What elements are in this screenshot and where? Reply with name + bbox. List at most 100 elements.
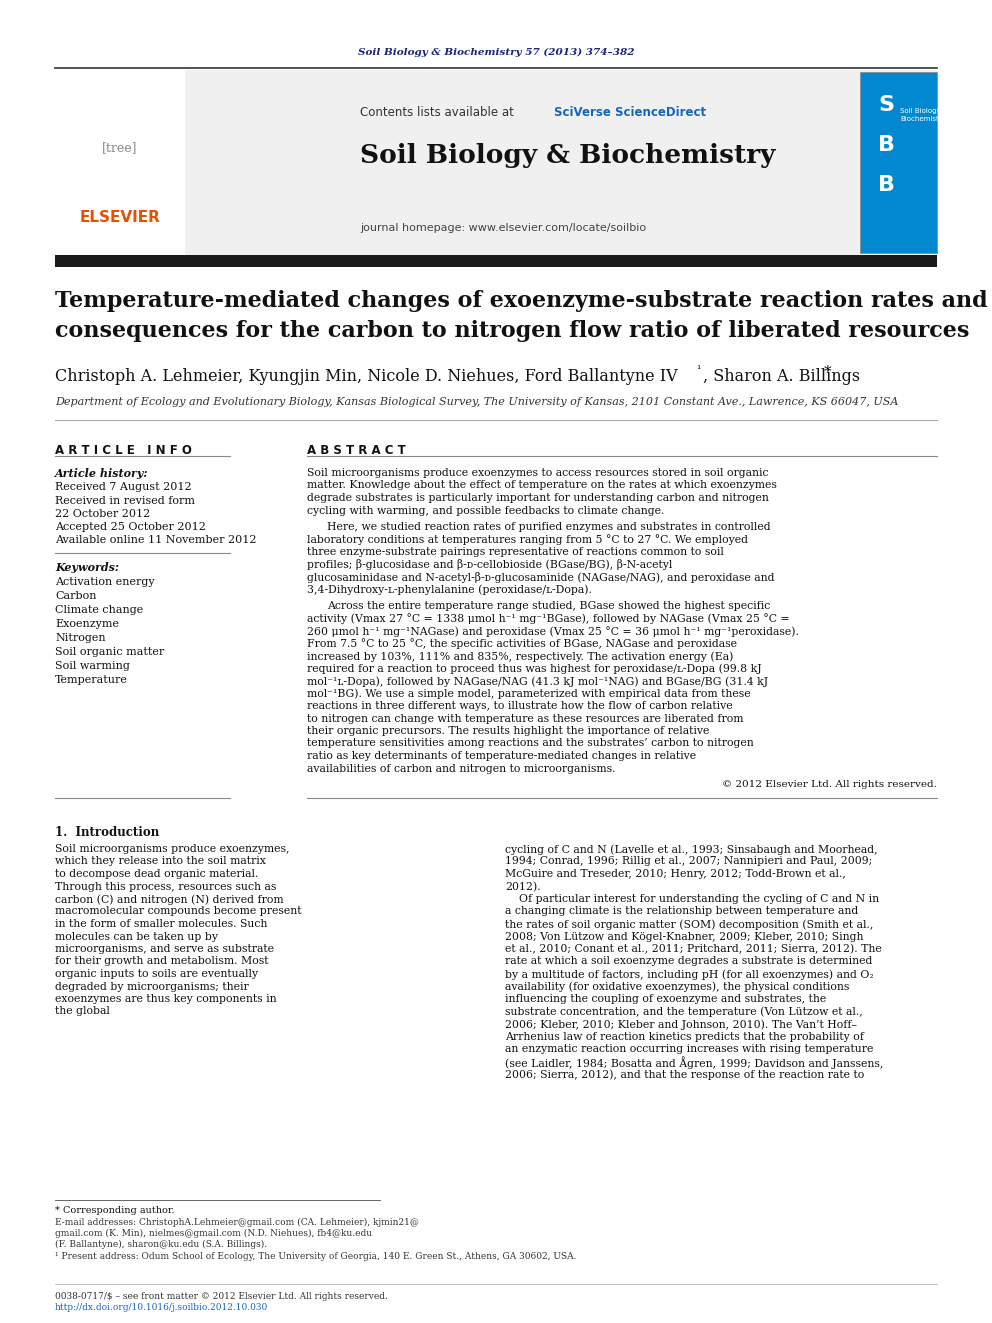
Text: Temperature: Temperature [55, 675, 128, 685]
Text: Temperature-mediated changes of exoenzyme-substrate reaction rates and their: Temperature-mediated changes of exoenzym… [55, 290, 992, 312]
Text: 0038-0717/$ – see front matter © 2012 Elsevier Ltd. All rights reserved.: 0038-0717/$ – see front matter © 2012 El… [55, 1293, 388, 1301]
Text: Article history:: Article history: [55, 468, 149, 479]
Text: B: B [878, 135, 895, 155]
Text: the rates of soil organic matter (SOM) decomposition (Smith et al.,: the rates of soil organic matter (SOM) d… [505, 919, 873, 930]
Text: rate at which a soil exoenzyme degrades a substrate is determined: rate at which a soil exoenzyme degrades … [505, 957, 872, 967]
Text: substrate concentration, and the temperature (Von Lützow et al.,: substrate concentration, and the tempera… [505, 1007, 863, 1017]
Text: Exoenzyme: Exoenzyme [55, 619, 119, 628]
Text: ¹ Present address: Odum School of Ecology, The University of Georgia, 140 E. Gre: ¹ Present address: Odum School of Ecolog… [55, 1252, 576, 1261]
Text: by a multitude of factors, including pH (for all exoenzymes) and O₂: by a multitude of factors, including pH … [505, 968, 874, 979]
Text: Soil Biology &
Biochemistry: Soil Biology & Biochemistry [900, 108, 948, 122]
Text: availabilities of carbon and nitrogen to microorganisms.: availabilities of carbon and nitrogen to… [307, 763, 615, 774]
Text: , Sharon A. Billings: , Sharon A. Billings [703, 368, 860, 385]
Text: laboratory conditions at temperatures ranging from 5 °C to 27 °C. We employed: laboratory conditions at temperatures ra… [307, 534, 748, 545]
Text: B: B [878, 175, 895, 194]
Text: cycling of C and N (Lavelle et al., 1993; Sinsabaugh and Moorhead,: cycling of C and N (Lavelle et al., 1993… [505, 844, 878, 855]
Text: 1.  Introduction: 1. Introduction [55, 826, 160, 839]
Text: 2006; Kleber, 2010; Kleber and Johnson, 2010). The Van’t Hoff–: 2006; Kleber, 2010; Kleber and Johnson, … [505, 1019, 857, 1029]
Text: Of particular interest for understanding the cycling of C and N in: Of particular interest for understanding… [505, 894, 879, 904]
Text: microorganisms, and serve as substrate: microorganisms, and serve as substrate [55, 945, 274, 954]
Text: for their growth and metabolism. Most: for their growth and metabolism. Most [55, 957, 269, 967]
Text: © 2012 Elsevier Ltd. All rights reserved.: © 2012 Elsevier Ltd. All rights reserved… [722, 781, 937, 789]
Text: the global: the global [55, 1007, 110, 1016]
Text: glucosaminidase and N-acetyl-β-ᴅ-glucosaminide (NAGase/NAG), and peroxidase and: glucosaminidase and N-acetyl-β-ᴅ-glucosa… [307, 572, 775, 583]
Text: 3,4-Dihydroxy-ʟ-phenylalanine (peroxidase/ʟ-Dopa).: 3,4-Dihydroxy-ʟ-phenylalanine (peroxidas… [307, 585, 592, 595]
Text: Available online 11 November 2012: Available online 11 November 2012 [55, 534, 257, 545]
Text: 1994; Conrad, 1996; Rillig et al., 2007; Nannipieri and Paul, 2009;: 1994; Conrad, 1996; Rillig et al., 2007;… [505, 856, 872, 867]
Text: A R T I C L E   I N F O: A R T I C L E I N F O [55, 445, 191, 456]
Text: Through this process, resources such as: Through this process, resources such as [55, 881, 277, 892]
Text: Soil warming: Soil warming [55, 662, 130, 671]
Text: E-mail addresses: ChristophA.Lehmeier@gmail.com (CA. Lehmeier), kjmin21@: E-mail addresses: ChristophA.Lehmeier@gm… [55, 1218, 419, 1228]
Text: A B S T R A C T: A B S T R A C T [307, 445, 406, 456]
Text: mol⁻¹BG). We use a simple model, parameterized with empirical data from these: mol⁻¹BG). We use a simple model, paramet… [307, 688, 751, 699]
Text: to decompose dead organic material.: to decompose dead organic material. [55, 869, 258, 878]
Text: a changing climate is the relationship between temperature and: a changing climate is the relationship b… [505, 906, 858, 917]
Text: influencing the coupling of exoenzyme and substrates, the: influencing the coupling of exoenzyme an… [505, 994, 826, 1004]
Text: 2006; Sierra, 2012), and that the response of the reaction rate to: 2006; Sierra, 2012), and that the respon… [505, 1069, 864, 1080]
Text: activity (Vmax 27 °C = 1338 μmol h⁻¹ mg⁻¹BGase), followed by NAGase (Vmax 25 °C : activity (Vmax 27 °C = 1338 μmol h⁻¹ mg⁻… [307, 614, 790, 624]
Text: (F. Ballantyne), sharon@ku.edu (S.A. Billings).: (F. Ballantyne), sharon@ku.edu (S.A. Bil… [55, 1240, 267, 1249]
Text: Department of Ecology and Evolutionary Biology, Kansas Biological Survey, The Un: Department of Ecology and Evolutionary B… [55, 397, 899, 407]
Text: * Corresponding author.: * Corresponding author. [55, 1207, 175, 1215]
FancyBboxPatch shape [55, 255, 937, 267]
Text: molecules can be taken up by: molecules can be taken up by [55, 931, 218, 942]
Text: matter. Knowledge about the effect of temperature on the rates at which exoenzym: matter. Knowledge about the effect of te… [307, 480, 777, 491]
Text: SciVerse ScienceDirect: SciVerse ScienceDirect [554, 106, 706, 119]
Text: Contents lists available at: Contents lists available at [360, 106, 518, 119]
Text: 260 μmol h⁻¹ mg⁻¹NAGase) and peroxidase (Vmax 25 °C = 36 μmol h⁻¹ mg⁻¹peroxidase: 260 μmol h⁻¹ mg⁻¹NAGase) and peroxidase … [307, 626, 799, 636]
Text: et al., 2010; Conant et al., 2011; Pritchard, 2011; Sierra, 2012). The: et al., 2010; Conant et al., 2011; Pritc… [505, 945, 882, 954]
Text: Keywords:: Keywords: [55, 562, 119, 573]
Text: cycling with warming, and possible feedbacks to climate change.: cycling with warming, and possible feedb… [307, 505, 665, 516]
Text: increased by 103%, 111% and 835%, respectively. The activation energy (Ea): increased by 103%, 111% and 835%, respec… [307, 651, 733, 662]
Text: S: S [878, 95, 894, 115]
Text: *: * [824, 365, 831, 378]
Text: an enzymatic reaction occurring increases with rising temperature: an enzymatic reaction occurring increase… [505, 1044, 873, 1054]
Text: which they release into the soil matrix: which they release into the soil matrix [55, 856, 266, 867]
Text: three enzyme-substrate pairings representative of reactions common to soil: three enzyme-substrate pairings represen… [307, 546, 724, 557]
Text: organic inputs to soils are eventually: organic inputs to soils are eventually [55, 968, 258, 979]
Text: required for a reaction to proceed thus was highest for peroxidase/ʟ-Dopa (99.8 : required for a reaction to proceed thus … [307, 664, 762, 673]
Text: From 7.5 °C to 25 °C, the specific activities of BGase, NAGase and peroxidase: From 7.5 °C to 25 °C, the specific activ… [307, 639, 737, 650]
Text: profiles; β-glucosidase and β-ᴅ-cellobioside (BGase/BG), β-N-acetyl: profiles; β-glucosidase and β-ᴅ-cellobio… [307, 560, 673, 570]
Text: journal homepage: www.elsevier.com/locate/soilbio: journal homepage: www.elsevier.com/locat… [360, 224, 646, 233]
Text: their organic precursors. The results highlight the importance of relative: their organic precursors. The results hi… [307, 726, 709, 736]
Text: Soil microorganisms produce exoenzymes to access resources stored in soil organi: Soil microorganisms produce exoenzymes t… [307, 468, 769, 478]
Text: Soil Biology & Biochemistry: Soil Biology & Biochemistry [360, 143, 776, 168]
Text: 2012).: 2012). [505, 881, 541, 892]
Text: ratio as key determinants of temperature-mediated changes in relative: ratio as key determinants of temperature… [307, 751, 696, 761]
Text: in the form of smaller molecules. Such: in the form of smaller molecules. Such [55, 919, 268, 929]
Text: gmail.com (K. Min), nielmes@gmail.com (N.D. Niehues), fb4@ku.edu: gmail.com (K. Min), nielmes@gmail.com (N… [55, 1229, 372, 1238]
Text: Received in revised form: Received in revised form [55, 496, 195, 505]
Text: carbon (C) and nitrogen (N) derived from: carbon (C) and nitrogen (N) derived from [55, 894, 284, 905]
Text: mol⁻¹ʟ-Dopa), followed by NAGase/NAG (41.3 kJ mol⁻¹NAG) and BGase/BG (31.4 kJ: mol⁻¹ʟ-Dopa), followed by NAGase/NAG (41… [307, 676, 768, 687]
Text: availability (for oxidative exoenzymes), the physical conditions: availability (for oxidative exoenzymes),… [505, 982, 849, 992]
Text: Climate change: Climate change [55, 605, 143, 615]
Text: consequences for the carbon to nitrogen flow ratio of liberated resources: consequences for the carbon to nitrogen … [55, 320, 969, 343]
FancyBboxPatch shape [55, 70, 185, 255]
Text: to nitrogen can change with temperature as these resources are liberated from: to nitrogen can change with temperature … [307, 713, 743, 724]
Text: (see Laidler, 1984; Bosatta and Ågren, 1999; Davidson and Janssens,: (see Laidler, 1984; Bosatta and Ågren, 1… [505, 1057, 883, 1069]
Text: Activation energy: Activation energy [55, 577, 155, 587]
Text: reactions in three different ways, to illustrate how the flow of carbon relative: reactions in three different ways, to il… [307, 701, 733, 710]
Text: Received 7 August 2012: Received 7 August 2012 [55, 482, 191, 492]
Text: Carbon: Carbon [55, 591, 96, 601]
Text: ¹: ¹ [696, 365, 700, 374]
Text: 2008; Von Lützow and Kögel-Knabner, 2009; Kleber, 2010; Singh: 2008; Von Lützow and Kögel-Knabner, 2009… [505, 931, 863, 942]
Text: Soil Biology & Biochemistry 57 (2013) 374–382: Soil Biology & Biochemistry 57 (2013) 37… [358, 48, 634, 57]
Text: 22 October 2012: 22 October 2012 [55, 509, 150, 519]
Text: Accepted 25 October 2012: Accepted 25 October 2012 [55, 523, 206, 532]
FancyBboxPatch shape [860, 71, 937, 253]
Text: [tree]: [tree] [102, 142, 138, 155]
Text: McGuire and Treseder, 2010; Henry, 2012; Todd-Brown et al.,: McGuire and Treseder, 2010; Henry, 2012;… [505, 869, 846, 878]
Text: http://dx.doi.org/10.1016/j.soilbio.2012.10.030: http://dx.doi.org/10.1016/j.soilbio.2012… [55, 1303, 268, 1312]
Text: macromolecular compounds become present: macromolecular compounds become present [55, 906, 302, 917]
Text: Soil microorganisms produce exoenzymes,: Soil microorganisms produce exoenzymes, [55, 844, 290, 855]
Text: Nitrogen: Nitrogen [55, 632, 105, 643]
Text: Arrhenius law of reaction kinetics predicts that the probability of: Arrhenius law of reaction kinetics predi… [505, 1032, 864, 1041]
Text: Soil organic matter: Soil organic matter [55, 647, 165, 658]
FancyBboxPatch shape [55, 70, 937, 255]
Text: temperature sensitivities among reactions and the substrates’ carbon to nitrogen: temperature sensitivities among reaction… [307, 738, 754, 749]
Text: exoenzymes are thus key components in: exoenzymes are thus key components in [55, 994, 277, 1004]
Text: degraded by microorganisms; their: degraded by microorganisms; their [55, 982, 249, 991]
